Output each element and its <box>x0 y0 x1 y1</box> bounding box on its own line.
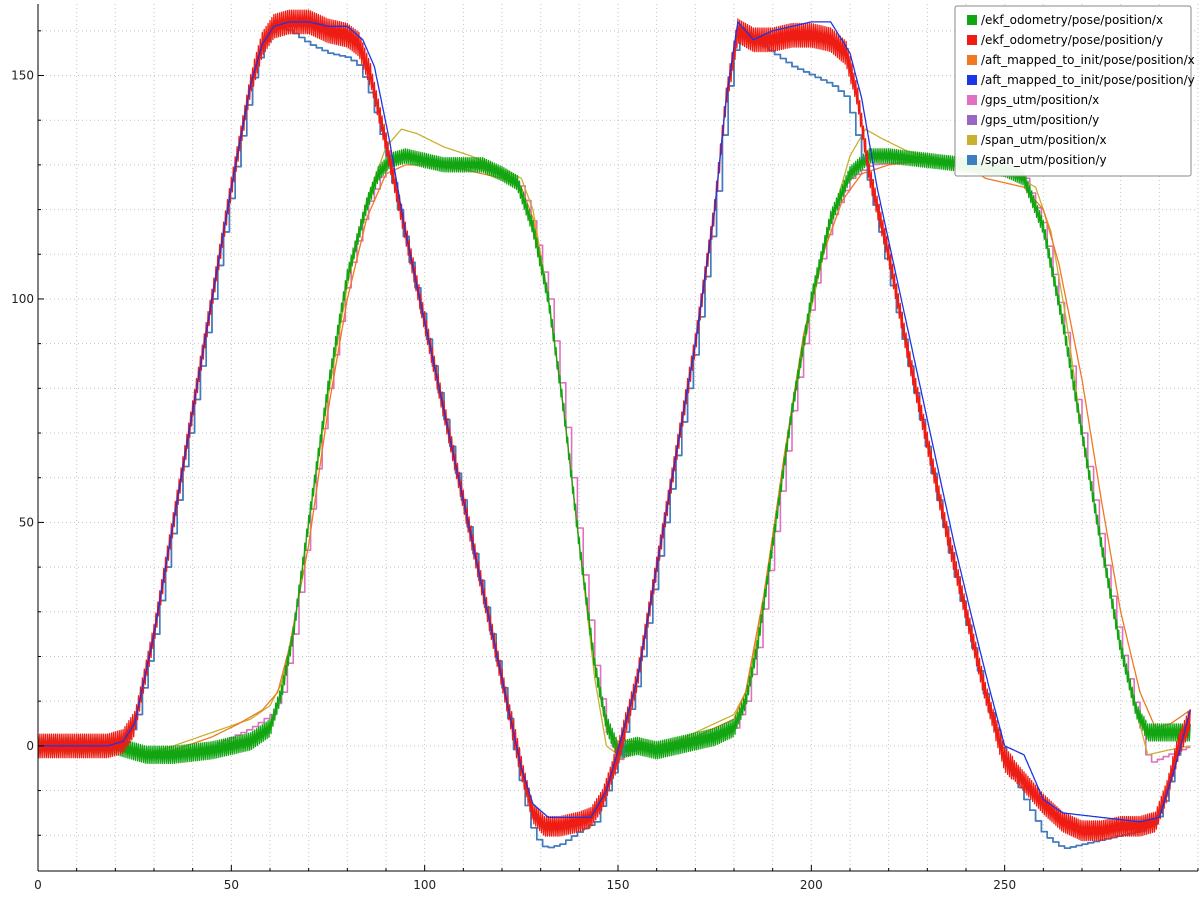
x-tick-label: 100 <box>413 878 436 892</box>
legend-swatch <box>967 75 977 85</box>
legend-swatch <box>967 35 977 45</box>
legend-label: /ekf_odometry/pose/position/y <box>981 33 1163 47</box>
legend-swatch <box>967 155 977 165</box>
legend-swatch <box>967 135 977 145</box>
legend-swatch <box>967 115 977 125</box>
x-tick-label: 250 <box>993 878 1016 892</box>
x-tick-label: 50 <box>224 878 239 892</box>
legend-label: /gps_utm/position/y <box>981 113 1099 127</box>
legend-swatch <box>967 55 977 65</box>
legend-label: /aft_mapped_to_init/pose/position/x <box>981 53 1195 67</box>
x-tick-label: 150 <box>607 878 630 892</box>
y-tick-label: 50 <box>19 515 34 529</box>
axes: 0 50 100 150 200 250 0 50 100 150 <box>11 4 1199 892</box>
x-tick-label: 0 <box>34 878 42 892</box>
legend-label: /span_utm/position/y <box>981 153 1107 167</box>
series-line-aft-mapped-to-init-pose-position-y <box>38 21 1191 823</box>
legend: /ekf_odometry/pose/position/x/ekf_odomet… <box>954 5 1195 177</box>
legend-label: /ekf_odometry/pose/position/x <box>981 13 1163 27</box>
x-tick-label: 200 <box>800 878 823 892</box>
legend-label: /span_utm/position/x <box>981 133 1107 147</box>
legend-swatch <box>967 15 977 25</box>
legend-box <box>954 5 1192 177</box>
y-tick-label: 100 <box>11 292 34 306</box>
y-tick-label: 0 <box>26 739 34 753</box>
legend-label: /aft_mapped_to_init/pose/position/y <box>981 73 1195 87</box>
legend-label: /gps_utm/position/x <box>981 93 1099 107</box>
y-tick-label: 150 <box>11 69 34 83</box>
legend-swatch <box>967 95 977 105</box>
